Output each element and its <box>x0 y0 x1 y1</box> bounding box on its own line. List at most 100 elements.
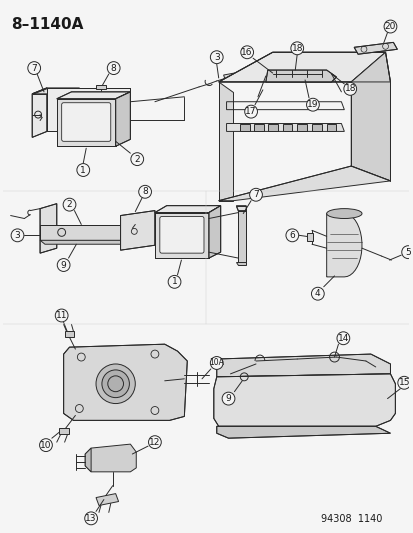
Polygon shape <box>216 426 389 438</box>
Circle shape <box>383 20 396 33</box>
Text: 7: 7 <box>31 63 37 72</box>
Circle shape <box>336 332 349 345</box>
Text: 4: 4 <box>314 289 320 298</box>
Circle shape <box>85 512 97 525</box>
Circle shape <box>401 246 413 259</box>
Text: 15: 15 <box>397 378 409 387</box>
Text: 8–1140A: 8–1140A <box>11 17 83 31</box>
Polygon shape <box>216 354 389 377</box>
Polygon shape <box>240 124 249 132</box>
Text: 9: 9 <box>61 261 66 270</box>
Text: 14: 14 <box>337 334 348 343</box>
Polygon shape <box>353 42 396 54</box>
Polygon shape <box>40 204 57 253</box>
Polygon shape <box>85 444 136 472</box>
Text: 13: 13 <box>85 514 97 523</box>
Text: 20: 20 <box>384 22 395 31</box>
Polygon shape <box>236 206 246 211</box>
Text: 1: 1 <box>80 166 86 174</box>
Polygon shape <box>218 82 233 201</box>
Polygon shape <box>297 124 306 132</box>
Polygon shape <box>32 88 47 138</box>
Text: 2: 2 <box>66 200 72 209</box>
Polygon shape <box>47 88 130 132</box>
Polygon shape <box>96 494 118 505</box>
Text: 2: 2 <box>134 155 140 164</box>
Circle shape <box>55 309 68 322</box>
Polygon shape <box>32 88 79 94</box>
Text: 1: 1 <box>171 277 177 286</box>
Polygon shape <box>226 124 344 132</box>
Circle shape <box>11 229 24 242</box>
FancyBboxPatch shape <box>159 216 204 253</box>
Circle shape <box>102 370 129 398</box>
Text: 12: 12 <box>149 438 160 447</box>
Polygon shape <box>57 99 115 146</box>
Ellipse shape <box>326 208 361 219</box>
FancyBboxPatch shape <box>62 103 110 141</box>
Circle shape <box>40 439 52 451</box>
Text: 9: 9 <box>225 394 231 403</box>
Polygon shape <box>326 124 336 132</box>
Circle shape <box>306 98 318 111</box>
Text: 3: 3 <box>214 53 219 62</box>
Polygon shape <box>115 92 130 146</box>
Circle shape <box>290 42 303 55</box>
Bar <box>306 233 312 241</box>
Circle shape <box>343 83 356 95</box>
Circle shape <box>210 357 223 369</box>
Circle shape <box>77 164 90 176</box>
Circle shape <box>397 376 410 389</box>
Circle shape <box>96 364 135 403</box>
Polygon shape <box>40 240 174 244</box>
Text: 18: 18 <box>291 44 302 53</box>
Polygon shape <box>154 213 209 258</box>
Polygon shape <box>218 166 389 201</box>
Circle shape <box>285 229 298 242</box>
Text: 19: 19 <box>306 100 318 109</box>
Polygon shape <box>267 124 277 132</box>
Text: 6: 6 <box>289 231 294 240</box>
Circle shape <box>63 198 76 211</box>
Polygon shape <box>218 52 385 82</box>
Circle shape <box>28 62 40 75</box>
Polygon shape <box>238 211 246 262</box>
Text: 7: 7 <box>252 190 258 199</box>
Circle shape <box>311 287 323 300</box>
Bar <box>59 429 69 434</box>
Polygon shape <box>254 124 263 132</box>
Polygon shape <box>282 124 292 132</box>
Text: 94308  1140: 94308 1140 <box>320 514 381 524</box>
Polygon shape <box>154 206 220 213</box>
Polygon shape <box>57 92 130 99</box>
Circle shape <box>107 62 120 75</box>
Polygon shape <box>85 448 91 472</box>
Polygon shape <box>350 52 389 181</box>
Circle shape <box>57 259 70 271</box>
Text: 11: 11 <box>56 311 67 320</box>
Bar <box>64 332 74 337</box>
Circle shape <box>131 152 143 166</box>
Text: 5: 5 <box>404 248 410 257</box>
Text: 8: 8 <box>142 187 147 196</box>
Circle shape <box>210 51 223 63</box>
Circle shape <box>138 185 151 198</box>
Polygon shape <box>64 344 187 421</box>
Text: 18: 18 <box>344 84 355 93</box>
Polygon shape <box>223 73 236 81</box>
Circle shape <box>249 188 262 201</box>
Text: 16: 16 <box>241 48 252 56</box>
Polygon shape <box>213 374 394 426</box>
Polygon shape <box>326 214 361 277</box>
Polygon shape <box>209 206 220 258</box>
Circle shape <box>244 105 257 118</box>
Circle shape <box>222 392 234 405</box>
Text: 3: 3 <box>14 231 20 240</box>
Polygon shape <box>311 124 321 132</box>
Text: 8: 8 <box>111 63 116 72</box>
Bar <box>96 85 106 89</box>
Circle shape <box>148 435 161 449</box>
Text: 17: 17 <box>245 107 256 116</box>
Polygon shape <box>40 225 169 240</box>
Polygon shape <box>120 211 154 250</box>
